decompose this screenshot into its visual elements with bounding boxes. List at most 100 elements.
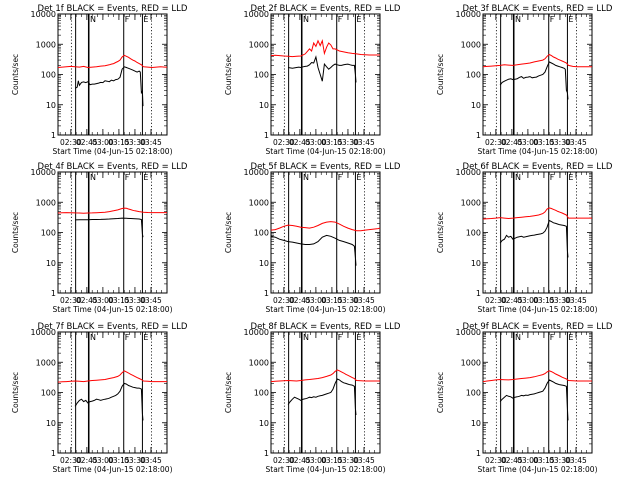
- x-tick-label: 03:45: [353, 138, 375, 147]
- y-tick-label: 10000: [31, 10, 56, 19]
- lld-series-line: [482, 207, 592, 220]
- event-marker-label: F: [550, 333, 555, 342]
- x-tick-label: 03:45: [565, 456, 587, 465]
- event-marker-label: F: [338, 333, 343, 342]
- x-tick-label: 02:30: [60, 138, 82, 147]
- y-tick-label: 100: [254, 71, 269, 80]
- lld-series-line: [482, 53, 592, 68]
- detector-panel-1: Det 1f BLACK = Events, RED = LLD 1 10 100 10…: [11, 4, 188, 156]
- x-tick-label: 03:45: [353, 456, 375, 465]
- panel-title: Det 9f BLACK = Events, RED = LLD: [463, 322, 613, 332]
- y-axis-label: Counts/sec: [436, 372, 445, 413]
- y-tick-label: 10: [259, 419, 269, 428]
- x-axis-label: Start Time (04-Jun-15 02:18:00): [478, 305, 598, 314]
- event-marker-label: F: [338, 15, 343, 24]
- x-tick-label: 03:30: [549, 138, 571, 147]
- event-marker-label: N: [303, 333, 309, 342]
- x-tick-label: 03:30: [337, 296, 359, 305]
- x-tick-label: 02:45: [501, 138, 523, 147]
- detector-panel-6: Det 6f BLACK = Events, RED = LLD 1 10 100 10…: [436, 162, 613, 314]
- y-tick-label: 100: [41, 229, 56, 238]
- lld-series-line: [270, 369, 380, 383]
- x-tick-label: 03:00: [305, 456, 327, 465]
- events-series-line: [287, 378, 357, 416]
- y-tick-label: 1: [476, 289, 481, 298]
- event-marker-label: N: [90, 173, 96, 182]
- events-series-line: [75, 217, 144, 238]
- x-tick-label: 03:15: [108, 296, 130, 305]
- lld-series-line: [57, 370, 167, 383]
- x-tick-label: 03:15: [533, 456, 555, 465]
- plot-frame: [270, 331, 381, 454]
- y-tick-label: 1000: [461, 198, 481, 207]
- event-marker-label: N: [90, 15, 96, 24]
- event-marker-label: E: [356, 15, 361, 24]
- lld-series-line: [270, 221, 381, 232]
- x-tick-label: 03:30: [124, 296, 146, 305]
- x-tick-label: 03:45: [353, 296, 375, 305]
- y-tick-label: 10000: [31, 168, 56, 177]
- y-tick-label: 100: [254, 229, 269, 238]
- y-tick-label: 1000: [36, 198, 56, 207]
- y-axis-label: Counts/sec: [11, 372, 20, 413]
- x-axis-label: Start Time (04-Jun-15 02:18:00): [266, 305, 386, 314]
- x-tick-label: 02:45: [289, 138, 311, 147]
- x-tick-label: 02:45: [501, 456, 523, 465]
- x-axis-label: Start Time (04-Jun-15 02:18:00): [53, 305, 173, 314]
- panel-title: Det 8f BLACK = Events, RED = LLD: [251, 322, 401, 332]
- y-tick-label: 10: [471, 259, 481, 268]
- event-marker-label: N: [515, 333, 521, 342]
- y-tick-label: 1: [476, 449, 481, 458]
- y-tick-label: 1: [476, 131, 481, 140]
- events-series-line: [499, 379, 569, 421]
- y-axis-label: Counts/sec: [224, 372, 233, 413]
- x-axis-label: Start Time (04-Jun-15 02:18:00): [53, 465, 173, 474]
- plot-frame: [57, 13, 168, 136]
- events-series-line: [288, 55, 357, 83]
- event-marker-label: F: [125, 15, 130, 24]
- x-tick-label: 02:45: [289, 456, 311, 465]
- x-tick-label: 03:00: [517, 138, 539, 147]
- x-tick-label: 02:45: [501, 296, 523, 305]
- panel-title: Det 6f BLACK = Events, RED = LLD: [463, 162, 613, 172]
- x-tick-label: 03:30: [549, 296, 571, 305]
- y-tick-label: 100: [466, 389, 481, 398]
- events-series-line: [74, 66, 144, 107]
- event-marker-label: E: [568, 15, 573, 24]
- y-tick-label: 1000: [249, 358, 269, 367]
- x-tick-label: 03:45: [565, 296, 587, 305]
- y-tick-label: 100: [254, 389, 269, 398]
- y-tick-label: 10: [259, 101, 269, 110]
- x-tick-label: 02:30: [485, 138, 507, 147]
- y-tick-label: 1000: [36, 358, 56, 367]
- x-tick-label: 02:30: [273, 296, 295, 305]
- x-axis-label: Start Time (04-Jun-15 02:18:00): [266, 147, 386, 156]
- event-marker-label: E: [356, 173, 361, 182]
- x-tick-label: 03:15: [321, 138, 343, 147]
- x-tick-label: 02:45: [76, 296, 98, 305]
- y-tick-label: 10: [46, 419, 56, 428]
- event-marker-label: E: [568, 333, 573, 342]
- event-marker-label: F: [125, 333, 130, 342]
- plot-frame: [270, 171, 381, 294]
- x-tick-label: 03:00: [92, 456, 114, 465]
- plot-frame: [57, 171, 168, 294]
- x-tick-label: 02:30: [485, 456, 507, 465]
- panel-title: Det 4f BLACK = Events, RED = LLD: [38, 162, 188, 172]
- panel-title: Det 2f BLACK = Events, RED = LLD: [251, 4, 401, 14]
- lld-series-line: [57, 207, 167, 214]
- y-tick-label: 10: [471, 419, 481, 428]
- detector-panel-9: Det 9f BLACK = Events, RED = LLD 1 10 100 10…: [436, 322, 613, 474]
- lld-series-line: [482, 370, 592, 383]
- y-axis-label: Counts/sec: [436, 212, 445, 253]
- plot-frame: [270, 13, 381, 136]
- event-marker-label: E: [143, 333, 148, 342]
- y-tick-label: 10000: [456, 10, 481, 19]
- detector-panel-2: Det 2f BLACK = Events, RED = LLD 1 10 100 10…: [224, 4, 401, 156]
- events-series-line: [499, 61, 569, 100]
- y-tick-label: 100: [41, 389, 56, 398]
- x-tick-label: 03:30: [124, 456, 146, 465]
- x-axis-label: Start Time (04-Jun-15 02:18:00): [266, 465, 386, 474]
- plot-frame: [482, 171, 593, 294]
- x-tick-label: 03:15: [321, 296, 343, 305]
